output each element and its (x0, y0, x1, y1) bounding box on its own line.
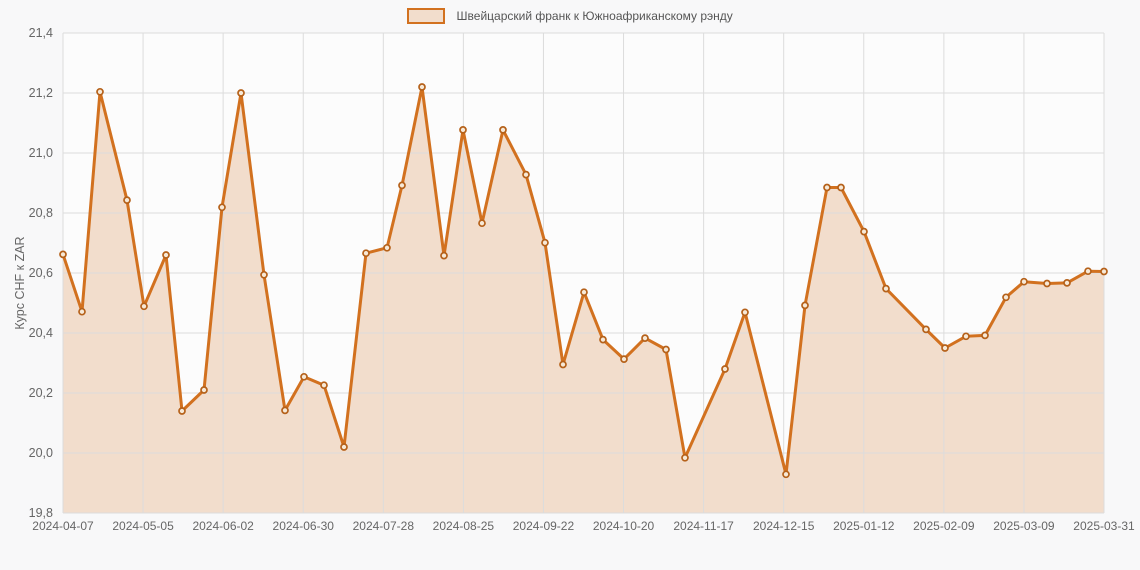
svg-text:20,0: 20,0 (29, 446, 53, 460)
svg-text:2024-08-25: 2024-08-25 (433, 519, 495, 533)
svg-text:20,6: 20,6 (29, 266, 53, 280)
svg-text:2024-06-02: 2024-06-02 (192, 519, 254, 533)
svg-text:21,4: 21,4 (29, 26, 53, 40)
svg-text:2024-07-28: 2024-07-28 (353, 519, 415, 533)
svg-text:2024-09-22: 2024-09-22 (513, 519, 575, 533)
svg-text:21,2: 21,2 (29, 86, 53, 100)
svg-text:20,4: 20,4 (29, 326, 53, 340)
svg-text:20,2: 20,2 (29, 386, 53, 400)
svg-text:2024-11-17: 2024-11-17 (673, 519, 734, 533)
svg-text:20,8: 20,8 (29, 206, 53, 220)
svg-text:2025-03-31: 2025-03-31 (1073, 519, 1135, 533)
svg-text:2025-02-09: 2025-02-09 (913, 519, 975, 533)
svg-text:21,0: 21,0 (29, 146, 53, 160)
svg-text:2024-10-20: 2024-10-20 (593, 519, 655, 533)
svg-text:2025-03-09: 2025-03-09 (993, 519, 1055, 533)
svg-text:19,8: 19,8 (29, 506, 53, 520)
svg-text:2024-06-30: 2024-06-30 (273, 519, 335, 533)
svg-text:2024-12-15: 2024-12-15 (753, 519, 815, 533)
svg-text:2025-01-12: 2025-01-12 (833, 519, 895, 533)
svg-text:2024-05-05: 2024-05-05 (112, 519, 174, 533)
svg-text:2024-04-07: 2024-04-07 (32, 519, 94, 533)
